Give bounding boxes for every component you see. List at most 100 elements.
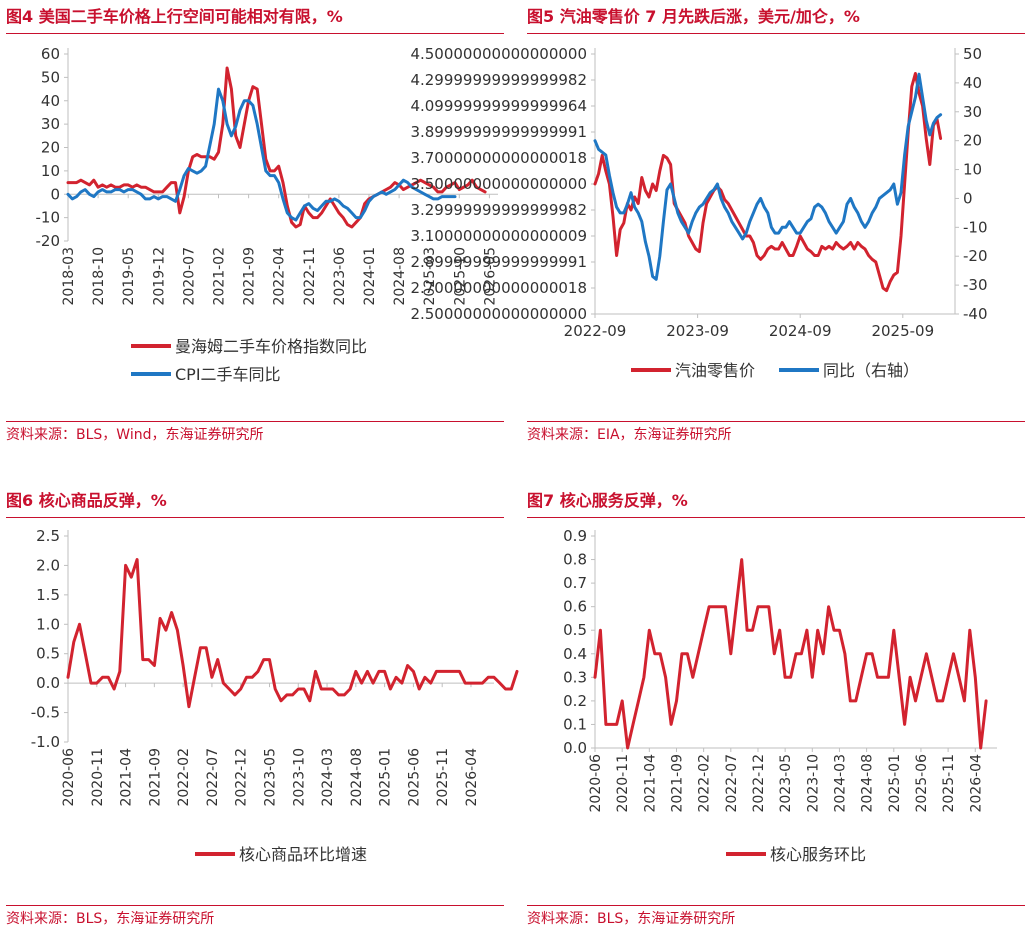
y-tick-label: 1.5 xyxy=(36,586,60,604)
y-tick-label: 0.2 xyxy=(563,692,587,710)
x-tick-label: 2022-07 xyxy=(205,748,221,807)
y-tick-label: 0.0 xyxy=(563,739,587,757)
y2-tick-label: -40 xyxy=(963,305,988,323)
y-tick-label: 2.70000000000000018 xyxy=(410,279,587,297)
x-tick-label: 2024-03 xyxy=(832,754,848,813)
title-divider xyxy=(6,517,504,518)
chart-source: 资料来源：BLS，东海证券研究所 xyxy=(527,911,736,927)
y-tick-label: 2.0 xyxy=(36,556,60,574)
y2-tick-label: -20 xyxy=(963,247,988,265)
y2-tick-label: 0 xyxy=(963,189,973,207)
x-tick-label: 2021-09 xyxy=(242,247,258,306)
x-tick-label: 2020-06 xyxy=(61,748,77,807)
legend-label: 汽油零售价 xyxy=(675,361,755,380)
x-tick-label: 2018-10 xyxy=(91,247,107,306)
chart-title: 图4 美国二手车价格上行空间可能相对有限，% xyxy=(6,7,343,26)
x-tick-label: 2020-07 xyxy=(181,247,197,306)
legend-label: 同比（右轴） xyxy=(823,361,919,380)
y-tick-label: 0.5 xyxy=(563,621,587,639)
legend-label: 曼海姆二手车价格指数同比 xyxy=(175,337,367,356)
x-tick-label: 2021-09 xyxy=(669,754,685,813)
x-tick-label: 2020-11 xyxy=(90,748,106,807)
chart-title: 图7 核心服务反弹，% xyxy=(527,491,688,510)
y-tick-label: 0.1 xyxy=(563,715,587,733)
chart-panel-gasoline: 图5 汽油零售价 7 月先跌后涨，美元/加仑，% 2.5000000000000… xyxy=(410,4,1027,444)
series-line xyxy=(66,558,519,709)
y2-tick-label: -30 xyxy=(963,276,988,294)
y-tick-label: 3.29999999999999982 xyxy=(410,201,587,219)
chart-legend: 汽油零售价 同比（右轴） xyxy=(631,361,919,380)
series-line xyxy=(593,558,988,750)
y2-tick-label: 50 xyxy=(963,45,982,63)
chart-source: 资料来源：BLS，东海证券研究所 xyxy=(6,911,215,927)
x-tick-label: 2021-04 xyxy=(119,748,135,807)
title-divider xyxy=(6,33,504,34)
y-tick-label: 2.50000000000000000 xyxy=(410,305,587,323)
x-tick-label: 2021-02 xyxy=(212,247,228,306)
x-tick-label: 2019-12 xyxy=(151,247,167,306)
y-tick-label: 4.09999999999999964 xyxy=(410,97,587,115)
y-tick-label: 0.4 xyxy=(563,645,587,663)
legend-label: CPI二手车同比 xyxy=(175,365,281,384)
chart-source: 资料来源：BLS，Wind，东海证券研究所 xyxy=(6,427,264,443)
y-tick-label: 4.50000000000000000 xyxy=(410,45,587,63)
y-tick-label: 4.29999999999999982 xyxy=(410,71,587,89)
series-line xyxy=(593,72,943,293)
series-line xyxy=(593,72,943,281)
y-tick-label: 0.8 xyxy=(563,551,587,569)
legend-label: 核心服务环比 xyxy=(770,845,866,864)
chart-legend: 曼海姆二手车价格指数同比 CPI二手车同比 xyxy=(131,337,367,384)
legend-label: 核心商品环比增速 xyxy=(239,845,367,864)
y-tick-label: 3.89999999999999991 xyxy=(410,123,587,141)
source-divider xyxy=(527,421,1025,422)
chart-panel-core-goods: 图6 核心商品反弹，% -1.0 -0.5 0.0 0.5 1.0 1.5 2.0 2.5 20… xyxy=(6,488,519,928)
title-divider xyxy=(527,33,1025,34)
chart-source: 资料来源：EIA，东海证券研究所 xyxy=(527,427,732,443)
y-tick-label: 0.6 xyxy=(563,598,587,616)
x-tick-label: 2025-11 xyxy=(435,748,451,807)
x-tick-label: 2022-09 xyxy=(564,322,627,340)
x-tick-label: 2022-02 xyxy=(176,748,192,807)
y-tick-label: 0.5 xyxy=(36,645,60,663)
x-tick-label: 2025-03 xyxy=(422,247,438,306)
x-tick-label: 2021-09 xyxy=(147,748,163,807)
y-tick-label: 0.7 xyxy=(563,574,587,592)
x-tick-label: 2018-03 xyxy=(61,247,77,306)
x-tick-label: 2019-05 xyxy=(121,247,137,306)
y-tick-label: 0.9 xyxy=(563,527,587,545)
x-tick-label: 2022-12 xyxy=(751,754,767,813)
y-tick-label: 2.89999999999999991 xyxy=(410,253,587,271)
x-tick-label: 2025-01 xyxy=(887,754,903,813)
y-tick-label: 40 xyxy=(41,92,60,110)
x-tick-label: 2023-10 xyxy=(805,754,821,813)
x-tick-label: 2021-04 xyxy=(642,754,658,813)
chart-panel-core-services: 图7 核心服务反弹，% 0.0 0.1 0.2 0.3 0.4 0.5 0.6 0.7 0.8 0… xyxy=(527,488,1027,928)
chart-plot: 2.50000000000000000 2.70000000000000018 2.… xyxy=(410,45,988,380)
y-tick-label: 10 xyxy=(41,162,60,180)
x-tick-label: 2026-04 xyxy=(968,754,984,813)
x-tick-label: 2025-06 xyxy=(914,754,930,813)
x-tick-label: 2023-05 xyxy=(778,754,794,813)
y-tick-label: 20 xyxy=(41,139,60,157)
chart-title: 图5 汽油零售价 7 月先跌后涨，美元/加仑，% xyxy=(527,7,860,26)
y-tick-label: -0.5 xyxy=(31,704,60,722)
x-tick-label: 2023-06 xyxy=(332,247,348,306)
x-tick-label: 2025-10 xyxy=(452,247,468,306)
y-tick-label: 3.50000000000000000 xyxy=(410,175,587,193)
y2-tick-label: -10 xyxy=(963,218,988,236)
y-tick-label: 0 xyxy=(50,185,60,203)
y2-tick-label: 30 xyxy=(963,103,982,121)
x-tick-label: 2024-08 xyxy=(392,247,408,306)
x-tick-label: 2025-01 xyxy=(378,748,394,807)
x-tick-label: 2020-06 xyxy=(588,754,604,813)
x-tick-label: 2022-07 xyxy=(724,754,740,813)
y-tick-label: 2.5 xyxy=(36,527,60,545)
y-tick-label: -10 xyxy=(36,209,61,227)
x-tick-label: 2024-08 xyxy=(860,754,876,813)
x-tick-label: 2023-05 xyxy=(262,748,278,807)
x-tick-label: 2024-01 xyxy=(362,247,378,306)
y2-tick-label: 20 xyxy=(963,132,982,150)
y2-tick-label: 10 xyxy=(963,161,982,179)
x-tick-label: 2022-12 xyxy=(234,748,250,807)
y-tick-label: 1.0 xyxy=(36,615,60,633)
